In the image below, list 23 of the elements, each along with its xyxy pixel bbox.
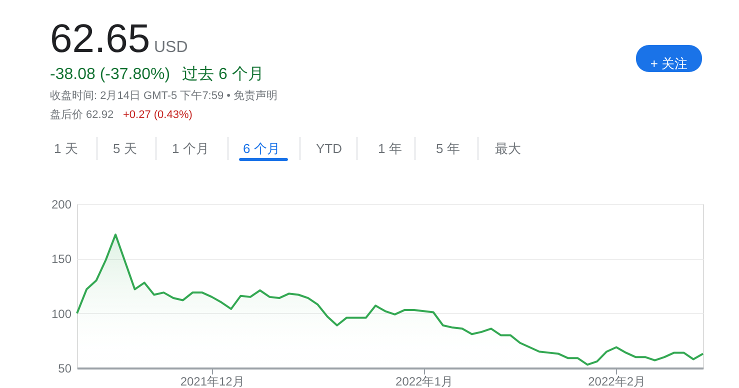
text: + 关注: [650, 56, 688, 71]
text: 1 个月: [172, 141, 209, 156]
text: 收盘时间: 2月14日 GMT-5 下午7:59 • 免责声明: [50, 89, 278, 102]
y-tick-label: 50: [58, 362, 72, 376]
y-tick-label: 200: [51, 198, 72, 212]
chart-title: 62.65: [50, 17, 150, 61]
x-tick-label: 2022年2月: [588, 374, 646, 388]
text: 1 天: [54, 141, 78, 156]
text: +0.27 (0.43%): [123, 109, 192, 121]
x-tick-label: 2022年1月: [396, 374, 453, 388]
text: 5 年: [436, 141, 460, 156]
x-tick-label: 2021年12月: [180, 374, 244, 388]
text: -38.08 (-37.80%): [50, 66, 170, 83]
text: 盘后价 62.92: [50, 108, 114, 121]
y-tick-label: 100: [51, 306, 72, 321]
text: USD: [154, 39, 188, 56]
text: YTD: [316, 141, 342, 156]
text: 过去 6 个月: [182, 65, 264, 83]
text: 最大: [495, 141, 521, 156]
text: 6 个月: [243, 141, 280, 156]
text: 1 年: [378, 141, 402, 156]
y-tick-label: 150: [51, 252, 72, 266]
text: 5 天: [113, 141, 137, 156]
